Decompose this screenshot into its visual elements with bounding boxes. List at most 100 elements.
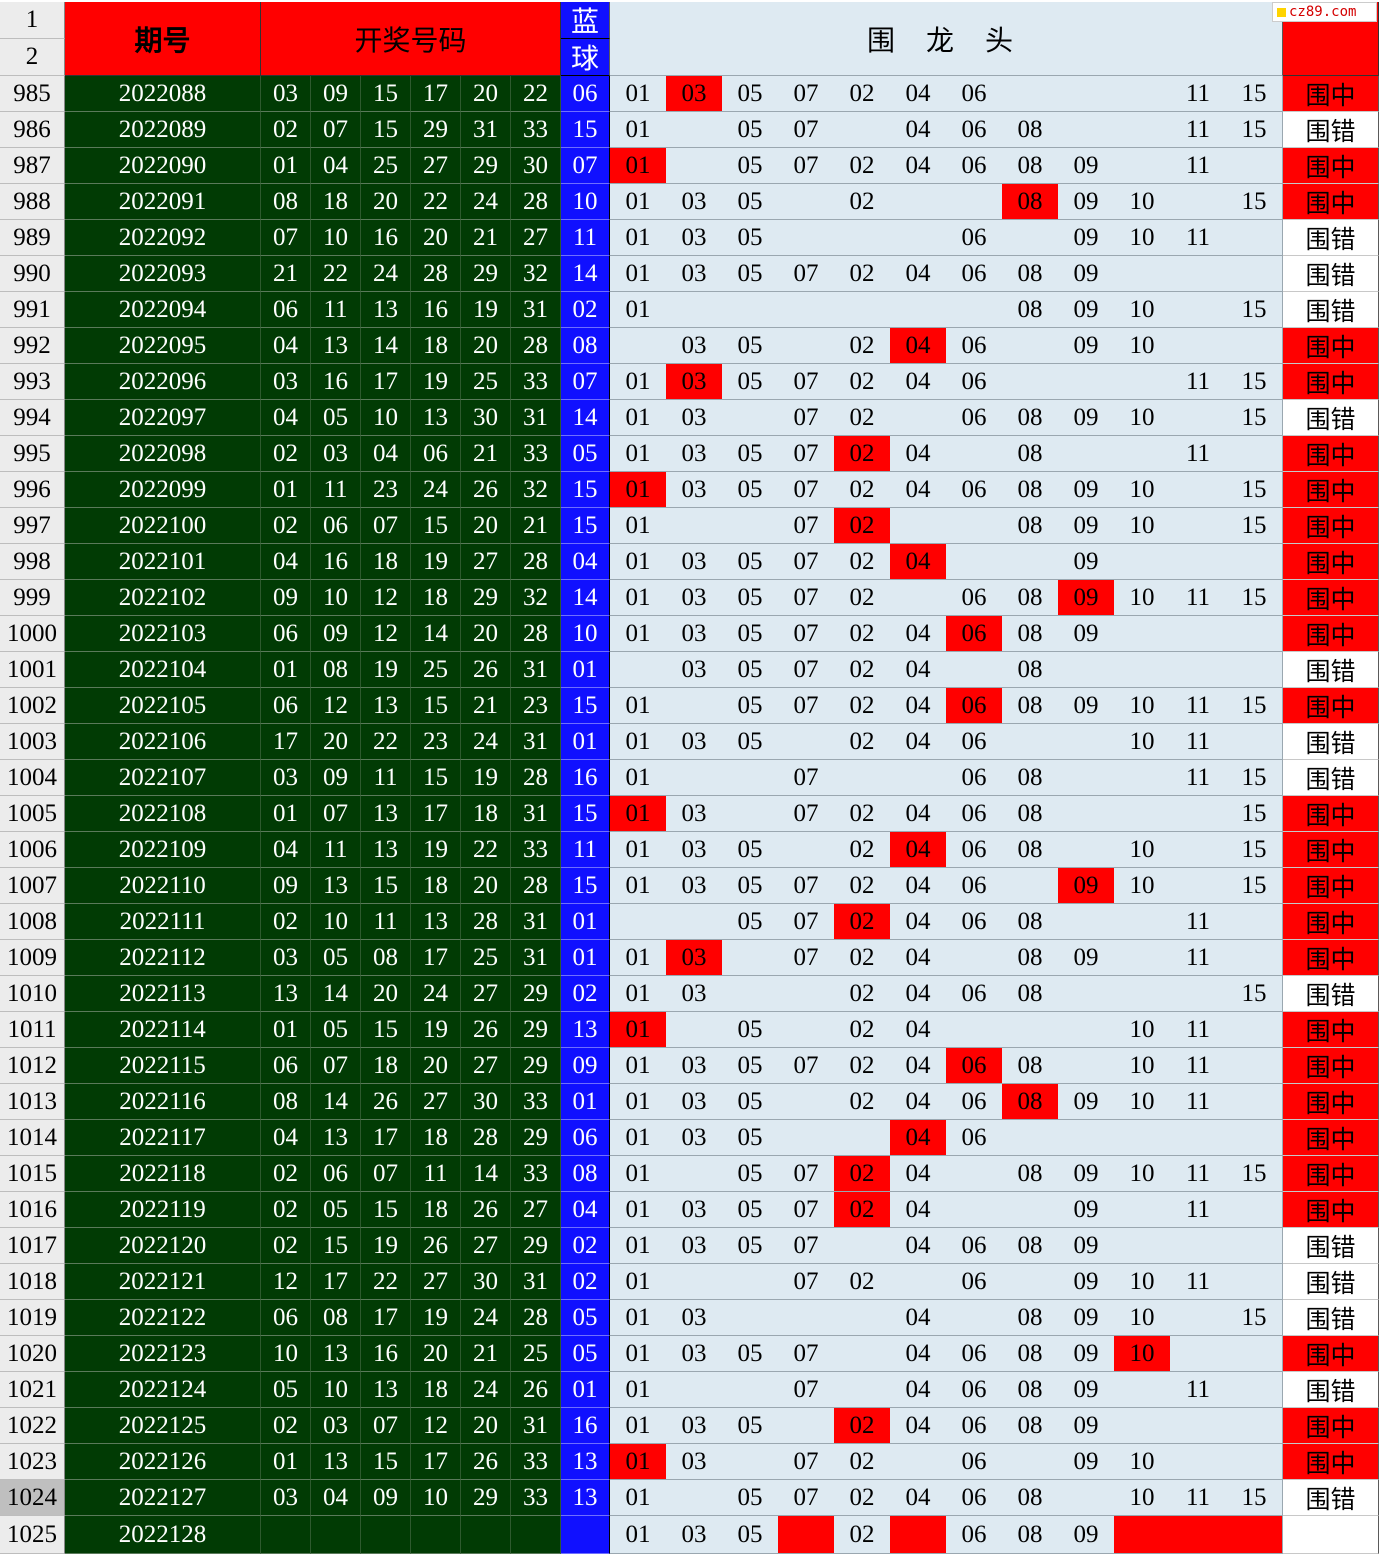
- red-ball-cell[interactable]: 02: [261, 1408, 311, 1444]
- red-ball-cell[interactable]: 30: [461, 1264, 511, 1300]
- period-cell[interactable]: 2022100: [65, 508, 261, 544]
- wei-long-tou-cell[interactable]: 01: [610, 1516, 667, 1554]
- wei-long-tou-cell[interactable]: 03: [666, 544, 723, 580]
- red-ball-cell[interactable]: 02: [261, 1156, 311, 1192]
- red-ball-cell[interactable]: 16: [411, 292, 461, 328]
- wei-long-tou-cell[interactable]: 06: [946, 400, 1003, 436]
- wei-long-tou-cell[interactable]: [1226, 1264, 1283, 1300]
- blue-ball-cell[interactable]: 07: [561, 148, 610, 184]
- red-ball-cell[interactable]: 23: [511, 688, 561, 724]
- wei-long-tou-cell[interactable]: 01: [610, 1300, 667, 1336]
- wei-long-tou-cell[interactable]: 08: [1002, 112, 1059, 148]
- red-ball-cell[interactable]: 16: [361, 1336, 411, 1372]
- red-ball-cell[interactable]: 18: [411, 868, 461, 904]
- period-cell[interactable]: 2022124: [65, 1372, 261, 1408]
- red-ball-cell[interactable]: 03: [311, 1408, 361, 1444]
- row-number[interactable]: 1023: [0, 1444, 65, 1480]
- period-cell[interactable]: 2022108: [65, 796, 261, 832]
- red-ball-cell[interactable]: 13: [311, 328, 361, 364]
- red-ball-cell[interactable]: 02: [261, 1192, 311, 1228]
- row-number[interactable]: 1010: [0, 976, 65, 1012]
- wei-long-tou-cell[interactable]: 07: [778, 868, 835, 904]
- wei-long-tou-cell[interactable]: 08: [1002, 652, 1059, 688]
- red-ball-cell[interactable]: 27: [461, 1048, 511, 1084]
- wei-long-tou-cell[interactable]: 05: [722, 1192, 779, 1228]
- wei-long-tou-cell[interactable]: 10: [1114, 1300, 1171, 1336]
- wei-long-tou-cell[interactable]: 15: [1226, 580, 1283, 616]
- red-ball-cell[interactable]: 29: [511, 1120, 561, 1156]
- wei-long-tou-cell[interactable]: [1226, 1084, 1283, 1120]
- red-ball-cell[interactable]: 22: [411, 184, 461, 220]
- wei-long-tou-cell[interactable]: [722, 940, 779, 976]
- result-cell[interactable]: 围中: [1283, 616, 1379, 652]
- wei-long-tou-cell[interactable]: 03: [666, 1048, 723, 1084]
- row-number[interactable]: 1008: [0, 904, 65, 940]
- wei-long-tou-cell[interactable]: [1170, 508, 1227, 544]
- wei-long-tou-cell[interactable]: [834, 760, 891, 796]
- wei-long-tou-cell[interactable]: 10: [1114, 868, 1171, 904]
- row-number[interactable]: 1011: [0, 1012, 65, 1048]
- wei-long-tou-cell[interactable]: 04: [890, 76, 947, 112]
- period-cell[interactable]: 2022115: [65, 1048, 261, 1084]
- blue-ball-cell[interactable]: 08: [561, 328, 610, 364]
- wei-long-tou-cell[interactable]: 09: [1058, 1156, 1115, 1192]
- red-ball-cell[interactable]: 24: [461, 1372, 511, 1408]
- wei-long-tou-cell[interactable]: [834, 1120, 891, 1156]
- wei-long-tou-cell[interactable]: [1114, 1408, 1171, 1444]
- red-ball-cell[interactable]: [461, 1516, 511, 1554]
- blue-ball-cell[interactable]: 04: [561, 1192, 610, 1228]
- row-number[interactable]: 996: [0, 472, 65, 508]
- red-ball-cell[interactable]: 06: [411, 436, 461, 472]
- blue-ball-cell[interactable]: 08: [561, 1156, 610, 1192]
- wei-long-tou-cell[interactable]: 05: [722, 580, 779, 616]
- blue-ball-cell[interactable]: 01: [561, 940, 610, 976]
- blue-ball-cell[interactable]: 15: [561, 112, 610, 148]
- wei-long-tou-cell[interactable]: [666, 1480, 723, 1516]
- red-ball-cell[interactable]: 16: [311, 364, 361, 400]
- red-ball-cell[interactable]: 15: [361, 76, 411, 112]
- wei-long-tou-cell[interactable]: [1114, 1192, 1171, 1228]
- red-ball-cell[interactable]: 22: [311, 256, 361, 292]
- wei-long-tou-cell[interactable]: [1226, 328, 1283, 364]
- period-cell[interactable]: 2022088: [65, 76, 261, 112]
- result-cell[interactable]: 围中: [1283, 328, 1379, 364]
- wei-long-tou-cell[interactable]: 10: [1114, 724, 1171, 760]
- wei-long-tou-cell[interactable]: 03: [666, 724, 723, 760]
- wei-long-tou-cell[interactable]: 11: [1170, 1048, 1227, 1084]
- wei-long-tou-cell[interactable]: 05: [722, 1012, 779, 1048]
- wei-long-tou-cell[interactable]: [778, 184, 835, 220]
- wei-long-tou-cell[interactable]: [666, 760, 723, 796]
- red-ball-cell[interactable]: 20: [461, 328, 511, 364]
- wei-long-tou-cell[interactable]: 02: [834, 148, 891, 184]
- period-cell[interactable]: 2022109: [65, 832, 261, 868]
- blue-ball-cell[interactable]: 01: [561, 652, 610, 688]
- wei-long-tou-cell[interactable]: 02: [834, 1516, 891, 1554]
- wei-long-tou-cell[interactable]: [722, 1444, 779, 1480]
- result-cell[interactable]: 围中: [1283, 148, 1379, 184]
- wei-long-tou-cell[interactable]: [778, 724, 835, 760]
- wei-long-tou-cell[interactable]: 11: [1170, 1192, 1227, 1228]
- red-ball-cell[interactable]: 27: [461, 544, 511, 580]
- red-ball-cell[interactable]: 25: [511, 1336, 561, 1372]
- blue-ball-cell[interactable]: 15: [561, 868, 610, 904]
- wei-long-tou-cell[interactable]: 08: [1002, 436, 1059, 472]
- wei-long-tou-cell[interactable]: 10: [1114, 328, 1171, 364]
- period-cell[interactable]: 2022110: [65, 868, 261, 904]
- wei-long-tou-cell[interactable]: 06: [946, 904, 1003, 940]
- red-ball-cell[interactable]: 06: [261, 688, 311, 724]
- wei-long-tou-hit-cell[interactable]: 03: [666, 364, 723, 400]
- wei-long-tou-hit-cell[interactable]: 02: [834, 1192, 891, 1228]
- wei-long-tou-hit-cell[interactable]: [778, 1516, 835, 1554]
- red-ball-cell[interactable]: 05: [261, 1372, 311, 1408]
- red-ball-cell[interactable]: 13: [261, 976, 311, 1012]
- wei-long-tou-cell[interactable]: 11: [1170, 580, 1227, 616]
- wei-long-tou-cell[interactable]: 04: [890, 1372, 947, 1408]
- wei-long-tou-hit-cell[interactable]: 04: [890, 328, 947, 364]
- wei-long-tou-cell[interactable]: 09: [1058, 328, 1115, 364]
- red-ball-cell[interactable]: 02: [261, 508, 311, 544]
- wei-long-tou-cell[interactable]: 04: [890, 868, 947, 904]
- result-cell[interactable]: 围中: [1283, 832, 1379, 868]
- wei-long-tou-cell[interactable]: 05: [722, 1336, 779, 1372]
- wei-long-tou-cell[interactable]: [1002, 868, 1059, 904]
- red-ball-cell[interactable]: 33: [511, 1156, 561, 1192]
